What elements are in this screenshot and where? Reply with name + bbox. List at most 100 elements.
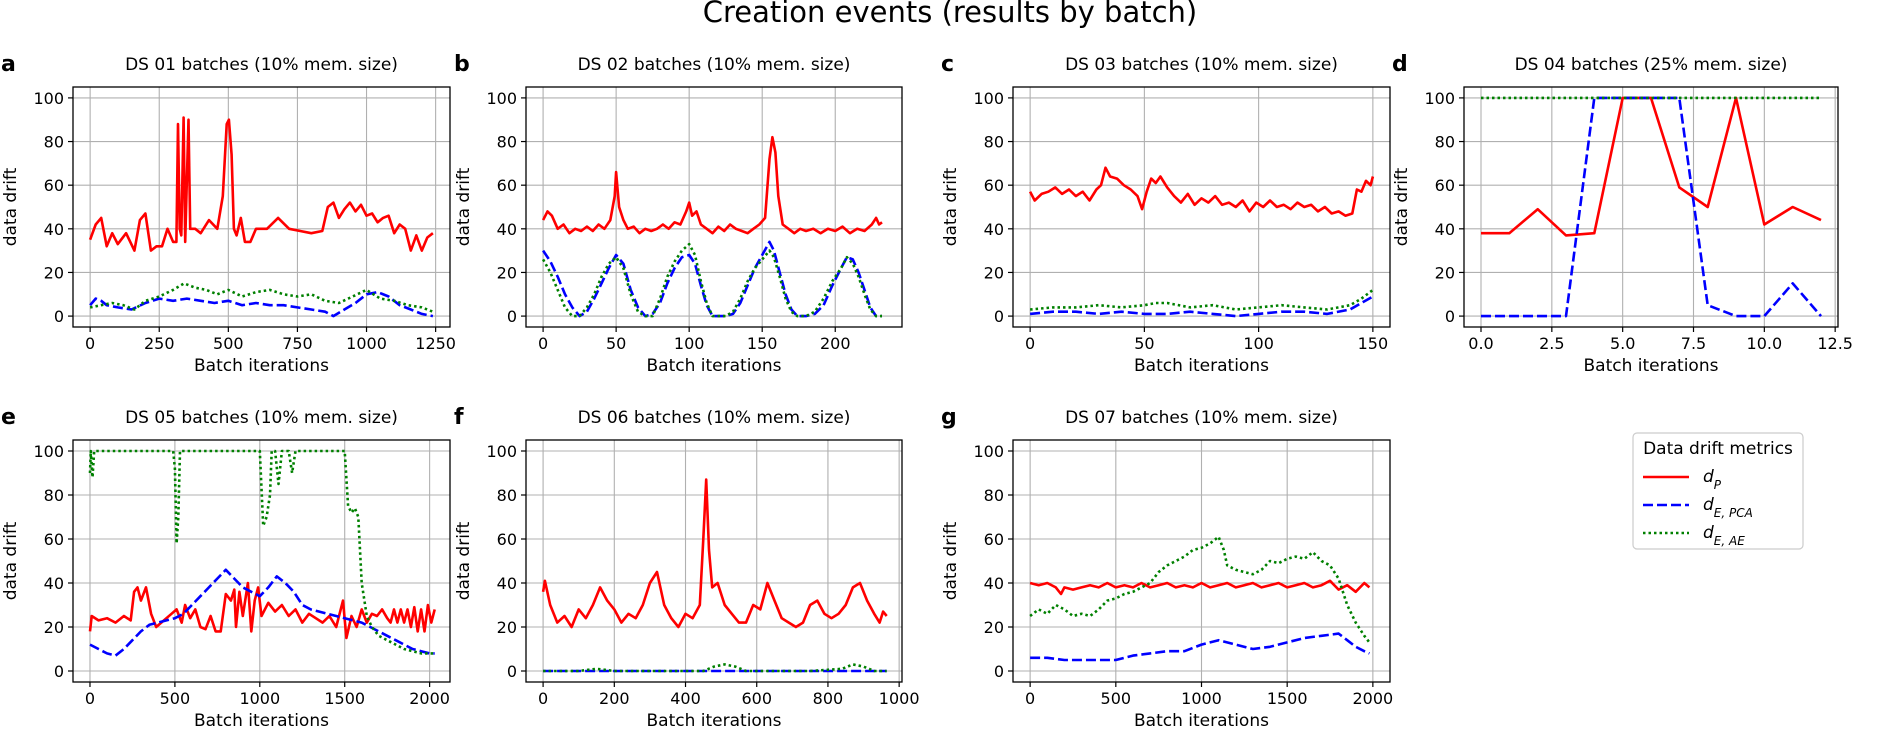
x-tick-label: 12.5 [1817, 334, 1853, 353]
series-dEAE-line [543, 663, 887, 673]
panel-f: 0 200 400 600 800 1000 0 20 40 60 80 100 DS 06 batch… [454, 405, 920, 731]
x-tick-label: 7.5 [1681, 334, 1706, 353]
x-tick-label: 1250 [415, 334, 456, 353]
x-tick-label: 250 [144, 334, 175, 353]
y-tick-label: 80 [984, 486, 1004, 505]
x-tick-label: 1500 [1267, 689, 1308, 708]
panel-letter: f [454, 405, 464, 430]
y-tick-label: 100 [1424, 89, 1455, 108]
x-tick-label: 5.0 [1610, 334, 1635, 353]
panel-title: DS 05 batches (10% mem. size) [125, 408, 398, 428]
x-axis-label: Batch iterations [1134, 711, 1269, 731]
series-dP-line [1029, 579, 1371, 596]
y-tick-label: 80 [497, 486, 517, 505]
series-dP-line [541, 478, 888, 629]
y-tick-label: 0 [1445, 307, 1455, 326]
x-tick-label: 0 [85, 689, 95, 708]
y-tick-label: 0 [54, 307, 64, 326]
y-tick-label: 100 [973, 442, 1004, 461]
y-tick-label: 40 [44, 574, 64, 593]
axes-frame [72, 86, 451, 328]
y-tick-label: 40 [1435, 220, 1455, 239]
panel-title: DS 07 batches (10% mem. size) [1065, 408, 1338, 428]
x-tick-label: 600 [741, 689, 772, 708]
panel-title: DS 01 batches (10% mem. size) [125, 55, 398, 75]
legend-box [1632, 432, 1804, 550]
y-axis-label: data drift [941, 521, 961, 600]
x-tick-label: 0 [1025, 334, 1035, 353]
y-tick-label: 60 [44, 530, 64, 549]
x-tick-label: 1000 [1181, 689, 1222, 708]
axes-frame [1463, 86, 1839, 328]
y-tick-label: 40 [984, 220, 1004, 239]
y-tick-label: 40 [497, 220, 517, 239]
x-tick-label: 0 [85, 334, 95, 353]
panel-title: DS 02 batches (10% mem. size) [578, 55, 851, 75]
y-tick-label: 20 [497, 263, 517, 282]
series-dP-line [88, 581, 436, 640]
y-tick-label: 20 [984, 263, 1004, 282]
x-tick-label: 1500 [324, 689, 365, 708]
x-tick-label: 500 [160, 689, 191, 708]
x-tick-label: 150 [1358, 334, 1389, 353]
panel-b: 0 50 100 150 200 0 20 40 60 80 100 DS 02 batches (1… [454, 52, 903, 376]
y-tick-label: 20 [44, 618, 64, 637]
series-dEPCA-line [1030, 632, 1370, 662]
axes-frame [1012, 86, 1391, 328]
panel-g: 0 500 1000 1500 2000 0 20 40 60 80 100 DS 07 batche… [941, 405, 1393, 731]
y-tick-label: 40 [497, 574, 517, 593]
series-dP-line [1481, 96, 1822, 237]
x-axis-label: Batch iterations [647, 711, 782, 731]
y-tick-label: 40 [44, 220, 64, 239]
x-tick-label: 100 [674, 334, 705, 353]
x-tick-label: 0.0 [1468, 334, 1493, 353]
y-tick-label: 100 [486, 89, 517, 108]
figure-title: Creation events (results by batch) [703, 0, 1198, 29]
x-tick-label: 200 [820, 334, 851, 353]
y-tick-label: 100 [973, 89, 1004, 108]
y-tick-label: 0 [994, 307, 1004, 326]
panel-letter: g [941, 405, 957, 430]
y-tick-label: 60 [1435, 176, 1455, 195]
axes-frame [72, 439, 451, 683]
x-axis-label: Batch iterations [647, 356, 782, 376]
y-tick-label: 60 [497, 530, 517, 549]
series-dP-line [1028, 166, 1375, 217]
x-tick-label: 50 [1134, 334, 1154, 353]
series-dEPCA-line [1029, 295, 1374, 318]
series-dEAE-line [1029, 288, 1374, 311]
y-axis-label: data drift [454, 521, 474, 600]
y-axis-label: data drift [1392, 167, 1412, 246]
x-tick-label: 200 [599, 689, 630, 708]
panel-c: 0 50 100 150 0 20 40 60 80 100 DS 03 batches (10% … [941, 52, 1391, 376]
axes-frame [525, 439, 903, 683]
x-tick-label: 750 [282, 334, 313, 353]
x-tick-label: 10.0 [1747, 334, 1783, 353]
series-dP-line [541, 135, 883, 235]
y-tick-label: 20 [497, 618, 517, 637]
y-tick-label: 60 [497, 176, 517, 195]
y-axis-label: data drift [1, 521, 21, 600]
x-tick-label: 150 [747, 334, 778, 353]
y-tick-label: 0 [507, 662, 517, 681]
series-dEAE-line [1029, 535, 1371, 644]
x-axis-label: Batch iterations [1134, 356, 1269, 376]
panel-letter: a [1, 52, 16, 77]
y-tick-label: 80 [497, 133, 517, 152]
series-dEPCA-line [89, 568, 435, 657]
x-tick-label: 1000 [239, 689, 280, 708]
x-axis-label: Batch iterations [194, 711, 329, 731]
panel-title: DS 04 batches (25% mem. size) [1515, 55, 1788, 75]
series-dEAE-line [89, 282, 434, 313]
panel-e: 0 500 1000 1500 2000 0 20 40 60 80 100 DS 05 batche… [1, 405, 451, 731]
y-tick-label: 100 [486, 442, 517, 461]
axes-frame [525, 86, 903, 328]
y-tick-label: 20 [44, 263, 64, 282]
x-tick-label: 500 [1101, 689, 1132, 708]
y-tick-label: 0 [507, 307, 517, 326]
y-tick-label: 100 [33, 442, 64, 461]
y-tick-label: 0 [54, 662, 64, 681]
